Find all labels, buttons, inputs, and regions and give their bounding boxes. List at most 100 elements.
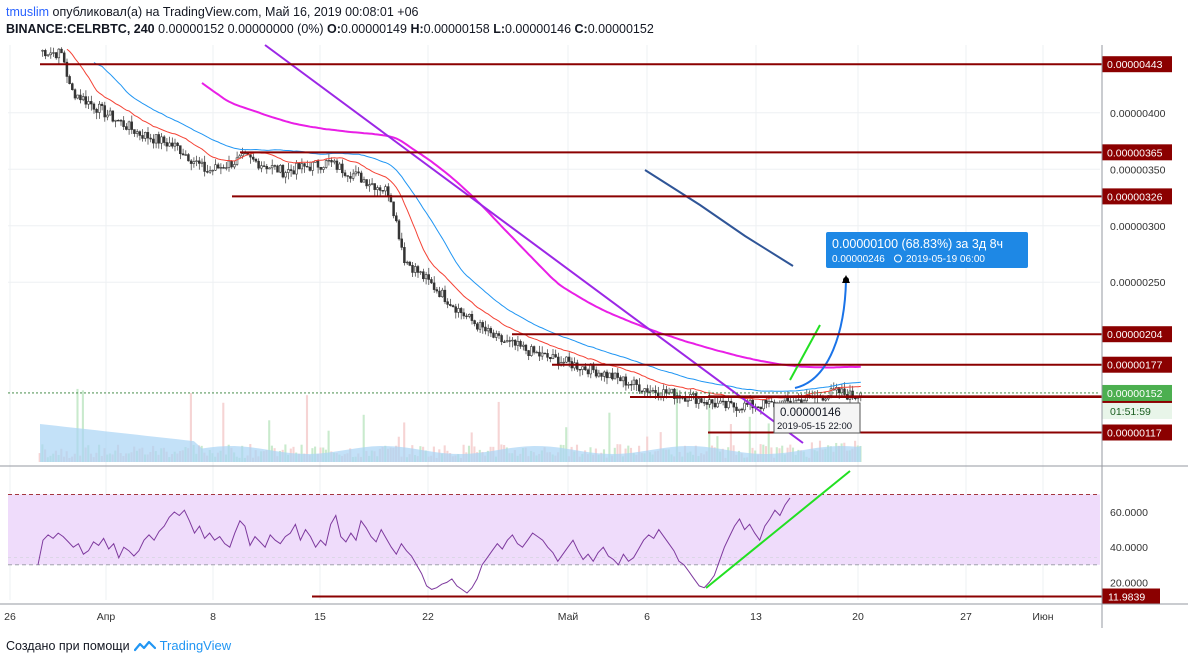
candle-down bbox=[316, 160, 320, 168]
candle-down bbox=[95, 108, 98, 113]
candle-up bbox=[135, 131, 139, 134]
candle-down bbox=[497, 333, 501, 336]
time-tick-label: Май bbox=[558, 611, 579, 623]
candle-up bbox=[233, 164, 236, 168]
candle-up bbox=[278, 165, 282, 173]
candle-up bbox=[211, 169, 214, 172]
candle-up bbox=[848, 390, 852, 400]
time-tick-label: Июн bbox=[1032, 611, 1053, 623]
time-tick-label: Апр bbox=[97, 611, 116, 623]
candle-up bbox=[338, 163, 341, 170]
candle-down bbox=[476, 323, 479, 330]
current-price-tag bbox=[1102, 384, 1172, 401]
candle-up bbox=[192, 161, 196, 164]
candle-up bbox=[200, 161, 204, 164]
candle-down bbox=[197, 160, 201, 164]
chart-area[interactable]: 0.00000443 0.00000365 0.00000326 0.00000204… bbox=[0, 40, 1188, 632]
candle-down bbox=[308, 166, 312, 171]
close-value: 0.00000152 bbox=[587, 22, 654, 36]
candle-down bbox=[92, 103, 96, 110]
candle-down bbox=[702, 402, 706, 404]
candle-down bbox=[165, 142, 169, 147]
candle-down bbox=[44, 50, 47, 57]
candle-down bbox=[378, 187, 382, 191]
footer: Создано при помощи TradingView bbox=[6, 638, 231, 653]
candle-up bbox=[260, 165, 263, 169]
candle-down bbox=[103, 105, 106, 118]
candle-up bbox=[295, 163, 298, 175]
candle-up bbox=[127, 121, 131, 130]
candle-up bbox=[46, 54, 50, 57]
volume-bar bbox=[729, 424, 732, 462]
hover-price: 0.00000146 bbox=[780, 407, 841, 419]
price-tick-label: 0.00000350 bbox=[1110, 164, 1166, 176]
candle-down bbox=[416, 266, 420, 273]
candle-down bbox=[600, 372, 603, 377]
candle-down bbox=[162, 136, 166, 143]
candle-down bbox=[292, 170, 295, 175]
volume-bar bbox=[759, 444, 762, 462]
candle-down bbox=[492, 332, 495, 338]
candle-down bbox=[489, 328, 493, 334]
candle-down bbox=[89, 101, 93, 105]
candle-up bbox=[370, 183, 374, 185]
level-tag bbox=[1102, 424, 1172, 441]
high-value: 0.00000158 bbox=[423, 22, 490, 36]
candle-down bbox=[265, 166, 268, 170]
low-label: L: bbox=[493, 22, 505, 36]
volume-bar bbox=[403, 422, 406, 462]
candle-down bbox=[746, 402, 749, 405]
candle-down bbox=[111, 110, 115, 122]
candle-down bbox=[133, 129, 136, 134]
candle-up bbox=[327, 160, 331, 162]
candle-up bbox=[743, 402, 746, 411]
candle-up bbox=[551, 354, 555, 360]
footer-brand[interactable]: TradingView bbox=[159, 638, 232, 653]
candle-down bbox=[508, 340, 511, 342]
candle-up bbox=[581, 366, 584, 370]
candle-down bbox=[640, 390, 644, 393]
candle-down bbox=[341, 163, 344, 174]
volume-bar bbox=[81, 390, 84, 462]
volume-bar bbox=[305, 395, 309, 462]
volume-bar bbox=[608, 412, 611, 462]
candle-up bbox=[351, 173, 355, 179]
candle-up bbox=[540, 352, 544, 357]
candle-down bbox=[254, 158, 258, 162]
candle-up bbox=[195, 160, 198, 162]
candle-down bbox=[206, 171, 209, 173]
candle-down bbox=[411, 265, 414, 273]
candle-down bbox=[462, 312, 466, 317]
candle-up bbox=[87, 101, 90, 105]
open-label: O: bbox=[327, 22, 341, 36]
candle-down bbox=[297, 163, 301, 170]
volume-bar bbox=[462, 444, 465, 462]
candle-up bbox=[332, 160, 336, 163]
candles bbox=[41, 47, 862, 417]
candle-down bbox=[262, 165, 266, 167]
candle-down bbox=[527, 350, 530, 356]
candle-down bbox=[392, 201, 395, 217]
candle-down bbox=[389, 195, 393, 203]
candle-up bbox=[98, 103, 101, 113]
volume-bar bbox=[565, 427, 568, 462]
candle-down bbox=[594, 369, 598, 377]
volume-bar bbox=[646, 436, 649, 462]
candle-down bbox=[435, 289, 439, 292]
candle-up bbox=[686, 400, 690, 402]
candle-up bbox=[173, 142, 177, 147]
candle-down bbox=[71, 83, 74, 91]
downtrend-line bbox=[264, 44, 804, 444]
candle-down bbox=[303, 163, 306, 167]
candle-down bbox=[422, 271, 425, 280]
author-name[interactable]: tmuslim bbox=[6, 5, 50, 19]
candle-down bbox=[786, 397, 790, 402]
candle-up bbox=[597, 372, 601, 377]
axes: 0.00000400 0.00000350 0.00000300 0.00000250… bbox=[0, 45, 1188, 628]
candle-down bbox=[427, 274, 430, 280]
candle-down bbox=[735, 406, 738, 411]
level-label: 0.00000177 bbox=[1107, 360, 1163, 372]
candle-up bbox=[362, 179, 366, 183]
candle-down bbox=[408, 261, 412, 266]
candle-up bbox=[384, 186, 387, 192]
